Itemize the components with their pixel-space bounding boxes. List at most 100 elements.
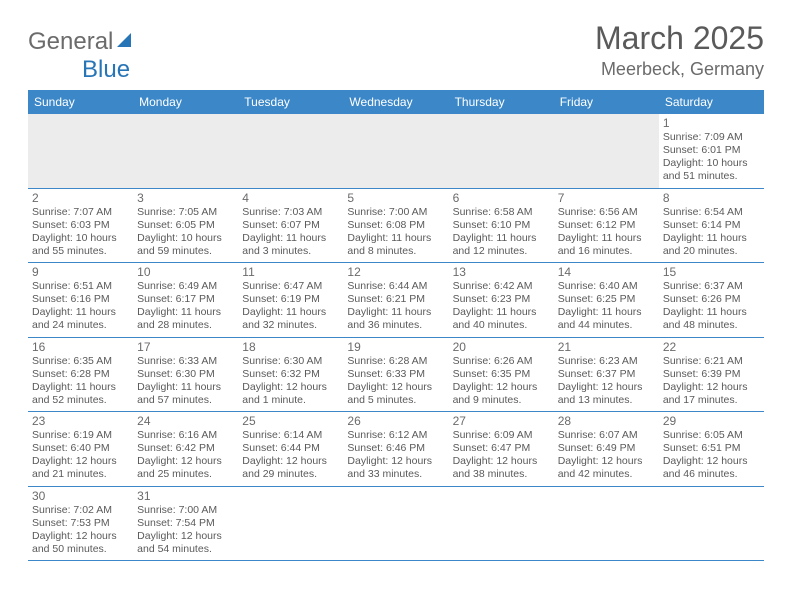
day-number: 18 xyxy=(242,340,339,354)
day-info: Sunrise: 6:21 AMSunset: 6:39 PMDaylight:… xyxy=(663,355,760,408)
day-number: 7 xyxy=(558,191,655,205)
calendar-day-cell: 17Sunrise: 6:33 AMSunset: 6:30 PMDayligh… xyxy=(133,338,238,412)
day-number: 28 xyxy=(558,414,655,428)
weekday-header: Friday xyxy=(554,90,659,114)
day-info: Sunrise: 6:58 AMSunset: 6:10 PMDaylight:… xyxy=(453,206,550,259)
calendar-day-cell: 14Sunrise: 6:40 AMSunset: 6:25 PMDayligh… xyxy=(554,263,659,337)
calendar-day-cell: 10Sunrise: 6:49 AMSunset: 6:17 PMDayligh… xyxy=(133,263,238,337)
day-number: 25 xyxy=(242,414,339,428)
day-info: Sunrise: 6:42 AMSunset: 6:23 PMDaylight:… xyxy=(453,280,550,333)
day-info: Sunrise: 6:30 AMSunset: 6:32 PMDaylight:… xyxy=(242,355,339,408)
day-number: 23 xyxy=(32,414,129,428)
day-number: 15 xyxy=(663,265,760,279)
month-title: March 2025 xyxy=(595,20,764,57)
day-info: Sunrise: 6:51 AMSunset: 6:16 PMDaylight:… xyxy=(32,280,129,333)
day-number: 6 xyxy=(453,191,550,205)
day-number: 26 xyxy=(347,414,444,428)
calendar-day-cell: 31Sunrise: 7:00 AMSunset: 7:54 PMDayligh… xyxy=(133,487,238,561)
weekday-header: Sunday xyxy=(28,90,133,114)
logo-text-general: General xyxy=(28,28,113,56)
day-info: Sunrise: 6:49 AMSunset: 6:17 PMDaylight:… xyxy=(137,280,234,333)
calendar-day-cell: 30Sunrise: 7:02 AMSunset: 7:53 PMDayligh… xyxy=(28,487,133,561)
calendar-empty-cell xyxy=(554,114,659,188)
calendar-day-cell: 12Sunrise: 6:44 AMSunset: 6:21 PMDayligh… xyxy=(343,263,448,337)
day-info: Sunrise: 7:03 AMSunset: 6:07 PMDaylight:… xyxy=(242,206,339,259)
day-info: Sunrise: 6:37 AMSunset: 6:26 PMDaylight:… xyxy=(663,280,760,333)
day-number: 22 xyxy=(663,340,760,354)
day-number: 4 xyxy=(242,191,339,205)
day-info: Sunrise: 6:07 AMSunset: 6:49 PMDaylight:… xyxy=(558,429,655,482)
calendar-day-cell: 5Sunrise: 7:00 AMSunset: 6:08 PMDaylight… xyxy=(343,189,448,263)
calendar-day-cell: 26Sunrise: 6:12 AMSunset: 6:46 PMDayligh… xyxy=(343,412,448,486)
calendar-day-cell: 4Sunrise: 7:03 AMSunset: 6:07 PMDaylight… xyxy=(238,189,343,263)
calendar-day-cell: 20Sunrise: 6:26 AMSunset: 6:35 PMDayligh… xyxy=(449,338,554,412)
calendar-empty-cell xyxy=(554,487,659,561)
location-subtitle: Meerbeck, Germany xyxy=(595,59,764,80)
calendar-empty-cell xyxy=(449,114,554,188)
day-info: Sunrise: 7:00 AMSunset: 6:08 PMDaylight:… xyxy=(347,206,444,259)
day-info: Sunrise: 6:40 AMSunset: 6:25 PMDaylight:… xyxy=(558,280,655,333)
weekday-header: Wednesday xyxy=(343,90,448,114)
calendar-day-cell: 24Sunrise: 6:16 AMSunset: 6:42 PMDayligh… xyxy=(133,412,238,486)
day-info: Sunrise: 6:09 AMSunset: 6:47 PMDaylight:… xyxy=(453,429,550,482)
day-info: Sunrise: 7:02 AMSunset: 7:53 PMDaylight:… xyxy=(32,504,129,557)
calendar-day-cell: 19Sunrise: 6:28 AMSunset: 6:33 PMDayligh… xyxy=(343,338,448,412)
calendar-day-cell: 21Sunrise: 6:23 AMSunset: 6:37 PMDayligh… xyxy=(554,338,659,412)
day-info: Sunrise: 6:26 AMSunset: 6:35 PMDaylight:… xyxy=(453,355,550,408)
calendar-day-cell: 7Sunrise: 6:56 AMSunset: 6:12 PMDaylight… xyxy=(554,189,659,263)
calendar-day-cell: 23Sunrise: 6:19 AMSunset: 6:40 PMDayligh… xyxy=(28,412,133,486)
weekday-header: Tuesday xyxy=(238,90,343,114)
calendar-empty-cell xyxy=(28,114,133,188)
calendar-empty-cell xyxy=(238,487,343,561)
day-number: 3 xyxy=(137,191,234,205)
day-info: Sunrise: 6:44 AMSunset: 6:21 PMDaylight:… xyxy=(347,280,444,333)
title-block: March 2025 Meerbeck, Germany xyxy=(595,20,764,80)
weekday-header: Monday xyxy=(133,90,238,114)
calendar-day-cell: 25Sunrise: 6:14 AMSunset: 6:44 PMDayligh… xyxy=(238,412,343,486)
brand-logo: General xyxy=(28,28,135,56)
calendar-empty-cell xyxy=(449,487,554,561)
day-info: Sunrise: 6:12 AMSunset: 6:46 PMDaylight:… xyxy=(347,429,444,482)
day-number: 5 xyxy=(347,191,444,205)
day-info: Sunrise: 6:47 AMSunset: 6:19 PMDaylight:… xyxy=(242,280,339,333)
day-info: Sunrise: 7:05 AMSunset: 6:05 PMDaylight:… xyxy=(137,206,234,259)
calendar-day-cell: 29Sunrise: 6:05 AMSunset: 6:51 PMDayligh… xyxy=(659,412,764,486)
day-number: 11 xyxy=(242,265,339,279)
day-number: 12 xyxy=(347,265,444,279)
day-number: 16 xyxy=(32,340,129,354)
day-info: Sunrise: 7:00 AMSunset: 7:54 PMDaylight:… xyxy=(137,504,234,557)
day-info: Sunrise: 6:16 AMSunset: 6:42 PMDaylight:… xyxy=(137,429,234,482)
day-number: 2 xyxy=(32,191,129,205)
day-number: 19 xyxy=(347,340,444,354)
calendar-page: General March 2025 Meerbeck, Germany Blu… xyxy=(0,0,792,581)
calendar-empty-cell xyxy=(343,114,448,188)
calendar-week-row: 23Sunrise: 6:19 AMSunset: 6:40 PMDayligh… xyxy=(28,412,764,487)
day-number: 17 xyxy=(137,340,234,354)
calendar-day-cell: 3Sunrise: 7:05 AMSunset: 6:05 PMDaylight… xyxy=(133,189,238,263)
calendar-day-cell: 18Sunrise: 6:30 AMSunset: 6:32 PMDayligh… xyxy=(238,338,343,412)
calendar-week-row: 16Sunrise: 6:35 AMSunset: 6:28 PMDayligh… xyxy=(28,338,764,413)
day-info: Sunrise: 6:23 AMSunset: 6:37 PMDaylight:… xyxy=(558,355,655,408)
day-number: 8 xyxy=(663,191,760,205)
calendar-day-cell: 1Sunrise: 7:09 AMSunset: 6:01 PMDaylight… xyxy=(659,114,764,188)
day-info: Sunrise: 6:19 AMSunset: 6:40 PMDaylight:… xyxy=(32,429,129,482)
calendar-day-cell: 11Sunrise: 6:47 AMSunset: 6:19 PMDayligh… xyxy=(238,263,343,337)
day-number: 31 xyxy=(137,489,234,503)
calendar-day-cell: 16Sunrise: 6:35 AMSunset: 6:28 PMDayligh… xyxy=(28,338,133,412)
day-number: 9 xyxy=(32,265,129,279)
day-info: Sunrise: 6:05 AMSunset: 6:51 PMDaylight:… xyxy=(663,429,760,482)
day-info: Sunrise: 7:07 AMSunset: 6:03 PMDaylight:… xyxy=(32,206,129,259)
day-number: 21 xyxy=(558,340,655,354)
calendar-week-row: 2Sunrise: 7:07 AMSunset: 6:03 PMDaylight… xyxy=(28,189,764,264)
day-info: Sunrise: 6:14 AMSunset: 6:44 PMDaylight:… xyxy=(242,429,339,482)
day-number: 10 xyxy=(137,265,234,279)
day-info: Sunrise: 6:28 AMSunset: 6:33 PMDaylight:… xyxy=(347,355,444,408)
day-number: 24 xyxy=(137,414,234,428)
calendar-week-row: 30Sunrise: 7:02 AMSunset: 7:53 PMDayligh… xyxy=(28,487,764,562)
weekday-header: Thursday xyxy=(449,90,554,114)
day-info: Sunrise: 6:35 AMSunset: 6:28 PMDaylight:… xyxy=(32,355,129,408)
logo-text-blue: Blue xyxy=(82,56,130,83)
calendar-day-cell: 13Sunrise: 6:42 AMSunset: 6:23 PMDayligh… xyxy=(449,263,554,337)
calendar-day-cell: 6Sunrise: 6:58 AMSunset: 6:10 PMDaylight… xyxy=(449,189,554,263)
day-info: Sunrise: 6:33 AMSunset: 6:30 PMDaylight:… xyxy=(137,355,234,408)
